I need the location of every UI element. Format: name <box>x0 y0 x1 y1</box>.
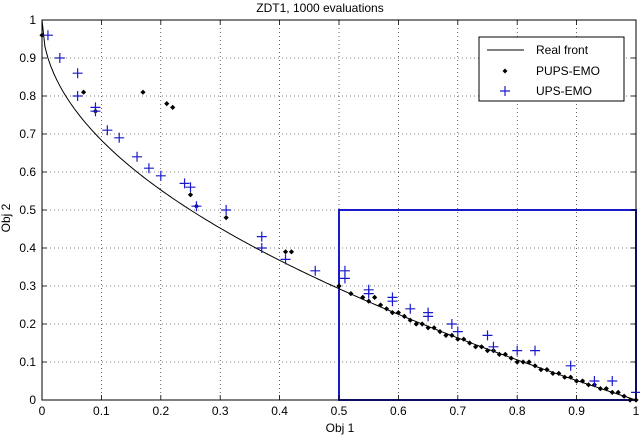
pups-emo-point <box>224 215 229 220</box>
ups-emo-point <box>453 327 463 337</box>
x-tick-label: 0.7 <box>449 404 466 418</box>
pups-emo-point <box>283 249 288 254</box>
pups-emo-point <box>622 394 627 399</box>
ups-emo-point <box>73 68 83 78</box>
legend: Real front PUPS-EMO UPS-EMO <box>479 37 624 101</box>
y-tick-label: 0.4 <box>19 241 36 255</box>
x-tick-label: 0 <box>39 404 46 418</box>
pups-emo-point <box>437 329 442 334</box>
pups-emo-point <box>164 101 169 106</box>
pups-emo-point <box>616 390 621 395</box>
pups-emo-point <box>532 363 537 368</box>
pups-emo-point <box>610 390 615 395</box>
pups-emo-point <box>479 344 484 349</box>
y-tick-label: 0.5 <box>19 203 36 217</box>
ups-emo-point <box>310 266 320 276</box>
legend-label-pups-emo: PUPS-EMO <box>536 64 600 78</box>
legend-label-real-front: Real front <box>536 43 589 57</box>
x-tick-label: 0.4 <box>271 404 288 418</box>
pups-emo-point <box>81 90 86 95</box>
y-tick-label: 0.7 <box>19 127 36 141</box>
ups-emo-point <box>405 304 415 314</box>
y-tick-label: 0.8 <box>19 89 36 103</box>
ups-emo-point <box>221 205 231 215</box>
x-tick-label: 0.1 <box>93 404 110 418</box>
pups-emo-point <box>372 295 377 300</box>
x-tick-label: 0.9 <box>568 404 585 418</box>
x-tick-label: 0.2 <box>152 404 169 418</box>
pups-emo-point <box>586 382 591 387</box>
y-tick-label: 0.3 <box>19 279 36 293</box>
pups-emo-point <box>402 314 407 319</box>
ups-emo-point <box>607 376 617 386</box>
ups-emo-point <box>447 319 457 329</box>
ups-emo-point <box>281 254 291 264</box>
pups-emo-point <box>420 321 425 326</box>
ups-emo-point <box>132 152 142 162</box>
ups-emo-point <box>257 232 267 242</box>
pups-emo-point <box>598 386 603 391</box>
y-tick-label: 0.9 <box>19 51 36 65</box>
pups-emo-point <box>170 105 175 110</box>
y-axis-label: Obj 2 <box>0 203 13 232</box>
pups-emo-point <box>521 359 526 364</box>
x-tick-label: 1 <box>633 404 640 418</box>
x-tick-label: 0.6 <box>390 404 407 418</box>
y-tick-label: 0.6 <box>19 165 36 179</box>
y-tick-label: 0 <box>29 393 36 407</box>
pups-emo-point <box>509 356 514 361</box>
highlight-box <box>339 210 636 400</box>
ups-emo-point <box>257 243 267 253</box>
ups-emo-point <box>144 163 154 173</box>
pups-emo-point <box>140 90 145 95</box>
ups-emo-point <box>191 201 201 211</box>
pups-emo-point <box>348 291 353 296</box>
ups-emo-point <box>483 330 493 340</box>
ups-emo-point <box>55 53 65 63</box>
ups-emo-point <box>589 376 599 386</box>
pups-emo-point <box>604 386 609 391</box>
ups-emo-point <box>156 171 166 181</box>
x-tick-label: 0.3 <box>212 404 229 418</box>
y-tick-label: 0.2 <box>19 317 36 331</box>
ups-emo-point <box>340 273 350 283</box>
pups-emo-point <box>378 302 383 307</box>
pups-emo-point <box>188 192 193 197</box>
pups-emo-point <box>360 295 365 300</box>
chart-title: ZDT1, 1000 evaluations <box>256 1 383 15</box>
pups-emo-point <box>574 378 579 383</box>
y-tick-label: 1 <box>29 13 36 27</box>
ups-emo-point <box>530 346 540 356</box>
pups-emo-point <box>396 310 401 315</box>
ups-emo-point <box>73 91 83 101</box>
legend-label-ups-emo: UPS-EMO <box>536 84 592 98</box>
pups-emo-point <box>449 333 454 338</box>
ups-emo-point <box>512 346 522 356</box>
x-tick-label: 0.8 <box>509 404 526 418</box>
x-axis-label: Obj 1 <box>326 421 355 435</box>
pups-emo-point <box>289 249 294 254</box>
pups-emo-point <box>467 340 472 345</box>
y-tick-label: 0.1 <box>19 355 36 369</box>
x-tick-label: 0.5 <box>331 404 348 418</box>
